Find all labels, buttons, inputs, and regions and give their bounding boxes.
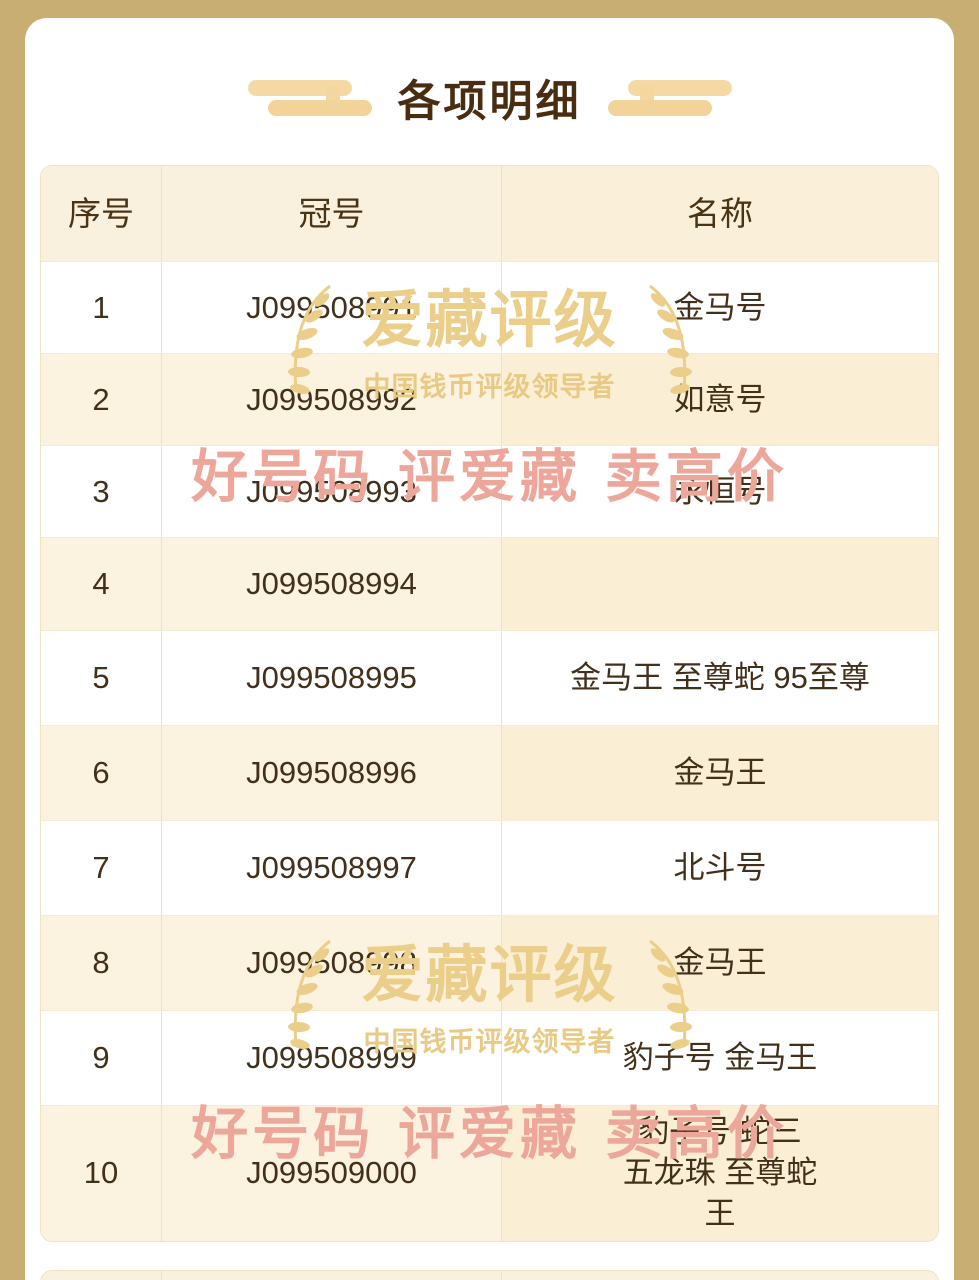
cell-name: 豹子号 金马王 [501, 1011, 938, 1106]
cell-index: 5 [41, 631, 161, 726]
cell-index: 6 [41, 726, 161, 821]
cell-name [501, 538, 938, 631]
cell-name: 永恒号 [501, 446, 938, 538]
column-header-index: 序号 [41, 166, 161, 262]
cell-name: 金马王 [501, 726, 938, 821]
cell-index: 8 [41, 916, 161, 1011]
cell-index: 10 [41, 1106, 161, 1241]
cell-code: J099508996 [161, 726, 501, 821]
cell-code: J099508994 [161, 538, 501, 631]
table-row[interactable]: 9 J099508999 豹子号 金马王 [41, 1011, 938, 1106]
cell-name: 北斗号 [501, 821, 938, 916]
cell-code: J099508998 [161, 916, 501, 1011]
column-header-index [41, 1271, 161, 1280]
cloud-ornament-right-icon [607, 76, 732, 120]
cell-name: 金马号 [501, 262, 938, 354]
table-body: 1 J099508991 金马号 2 J099508992 如意号 3 J099508993 永… [41, 262, 938, 1241]
column-header-code: 冠号 [161, 166, 501, 262]
cell-index: 9 [41, 1011, 161, 1106]
cell-code: J099508999 [161, 1011, 501, 1106]
cell-index: 4 [41, 538, 161, 631]
cell-code: J099508995 [161, 631, 501, 726]
cloud-ornament-left-icon [247, 76, 372, 120]
table-row[interactable]: 10 J099509000 豹子号 蛇三 五龙珠 至尊蛇王 [41, 1106, 938, 1241]
table-header-row: 序号 冠号 名称 [41, 166, 938, 262]
table-row[interactable]: 2 J099508992 如意号 [41, 354, 938, 446]
cell-index: 1 [41, 262, 161, 354]
cell-code: J099508997 [161, 821, 501, 916]
column-header-code [161, 1271, 501, 1280]
cell-name: 金马王 [501, 916, 938, 1011]
cell-code: J099508993 [161, 446, 501, 538]
cell-code: J099508992 [161, 354, 501, 446]
detail-table: 序号 冠号 名称 1 J099508991 金马号 2 J099508992 如意号 3 J0… [40, 165, 939, 1242]
cell-name: 豹子号 蛇三 五龙珠 至尊蛇王 [501, 1106, 938, 1241]
cell-index: 3 [41, 446, 161, 538]
cell-name: 金马王 至尊蛇 95至尊 [501, 631, 938, 726]
cell-code: J099509000 [161, 1106, 501, 1241]
table-row[interactable]: 4 J099508994 [41, 538, 938, 631]
cell-code: J099508991 [161, 262, 501, 354]
page-title: 各项明细 [397, 77, 582, 127]
column-header-name [501, 1271, 938, 1280]
table-row[interactable]: 1 J099508991 金马号 [41, 262, 938, 354]
cell-index: 7 [41, 821, 161, 916]
column-header-name: 名称 [501, 166, 938, 262]
section-header: 各项明细 [25, 58, 954, 138]
next-detail-table [40, 1270, 939, 1280]
table-row[interactable]: 6 J099508996 金马王 [41, 726, 938, 821]
cell-index: 2 [41, 354, 161, 446]
content-card: 各项明细 序号 冠号 名称 1 J099508991 金马号 2 J099508992 如… [25, 18, 954, 1280]
table-row[interactable]: 5 J099508995 金马王 至尊蛇 95至尊 [41, 631, 938, 726]
table-row[interactable]: 8 J099508998 金马王 [41, 916, 938, 1011]
cell-name: 如意号 [501, 354, 938, 446]
table-row[interactable]: 3 J099508993 永恒号 [41, 446, 938, 538]
table-row[interactable]: 7 J099508997 北斗号 [41, 821, 938, 916]
